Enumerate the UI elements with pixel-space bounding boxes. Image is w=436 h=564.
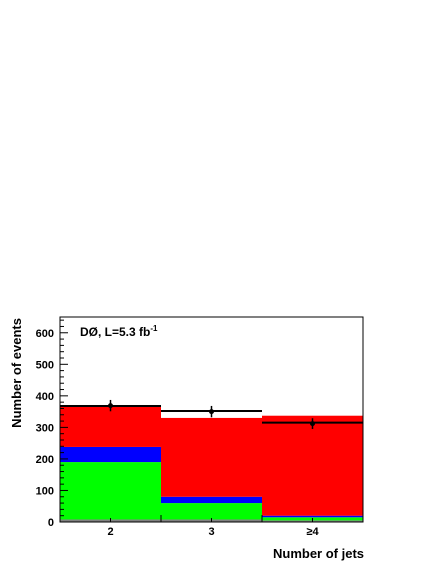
bar-segment-2-0 <box>60 446 161 463</box>
y-tick-label: 400 <box>36 391 54 403</box>
bar-segment-3-1 <box>161 417 262 497</box>
annotation-superscript: -1 <box>150 324 158 333</box>
annotation-label: DØ, L=5.3 fb-1 <box>80 324 158 339</box>
x-axis: 2 3 ≥4 <box>59 515 364 538</box>
bar-segment-1-0 <box>60 462 161 520</box>
stacked-bars <box>60 406 363 522</box>
y-tick-label: 100 <box>36 485 54 497</box>
bar-segment-2-1 <box>161 496 262 504</box>
x-tick-label: ≥4 <box>306 526 319 538</box>
data-point-2 <box>310 421 315 427</box>
y-tick-label: 200 <box>36 454 54 466</box>
x-tick-label: 3 <box>208 526 214 538</box>
bar-segment-2-2 <box>262 515 363 518</box>
bar-segment-3-2 <box>262 415 363 516</box>
x-axis-title: Number of jets <box>273 546 364 561</box>
bar-segment-1-1 <box>161 503 262 520</box>
y-tick-label: 500 <box>36 359 54 371</box>
y-axis-title: Number of events <box>9 318 24 428</box>
data-point-0 <box>108 403 113 409</box>
y-tick-label: 300 <box>36 422 54 434</box>
bar-segment-3-0 <box>60 406 161 447</box>
y-axis: 0 100 200 300 400 500 600 <box>36 319 68 529</box>
y-tick-label: 600 <box>36 328 54 340</box>
x-tick-label: 2 <box>107 526 113 538</box>
data-points <box>108 399 315 429</box>
data-point-1 <box>209 409 214 415</box>
y-tick-label: 0 <box>48 517 54 529</box>
